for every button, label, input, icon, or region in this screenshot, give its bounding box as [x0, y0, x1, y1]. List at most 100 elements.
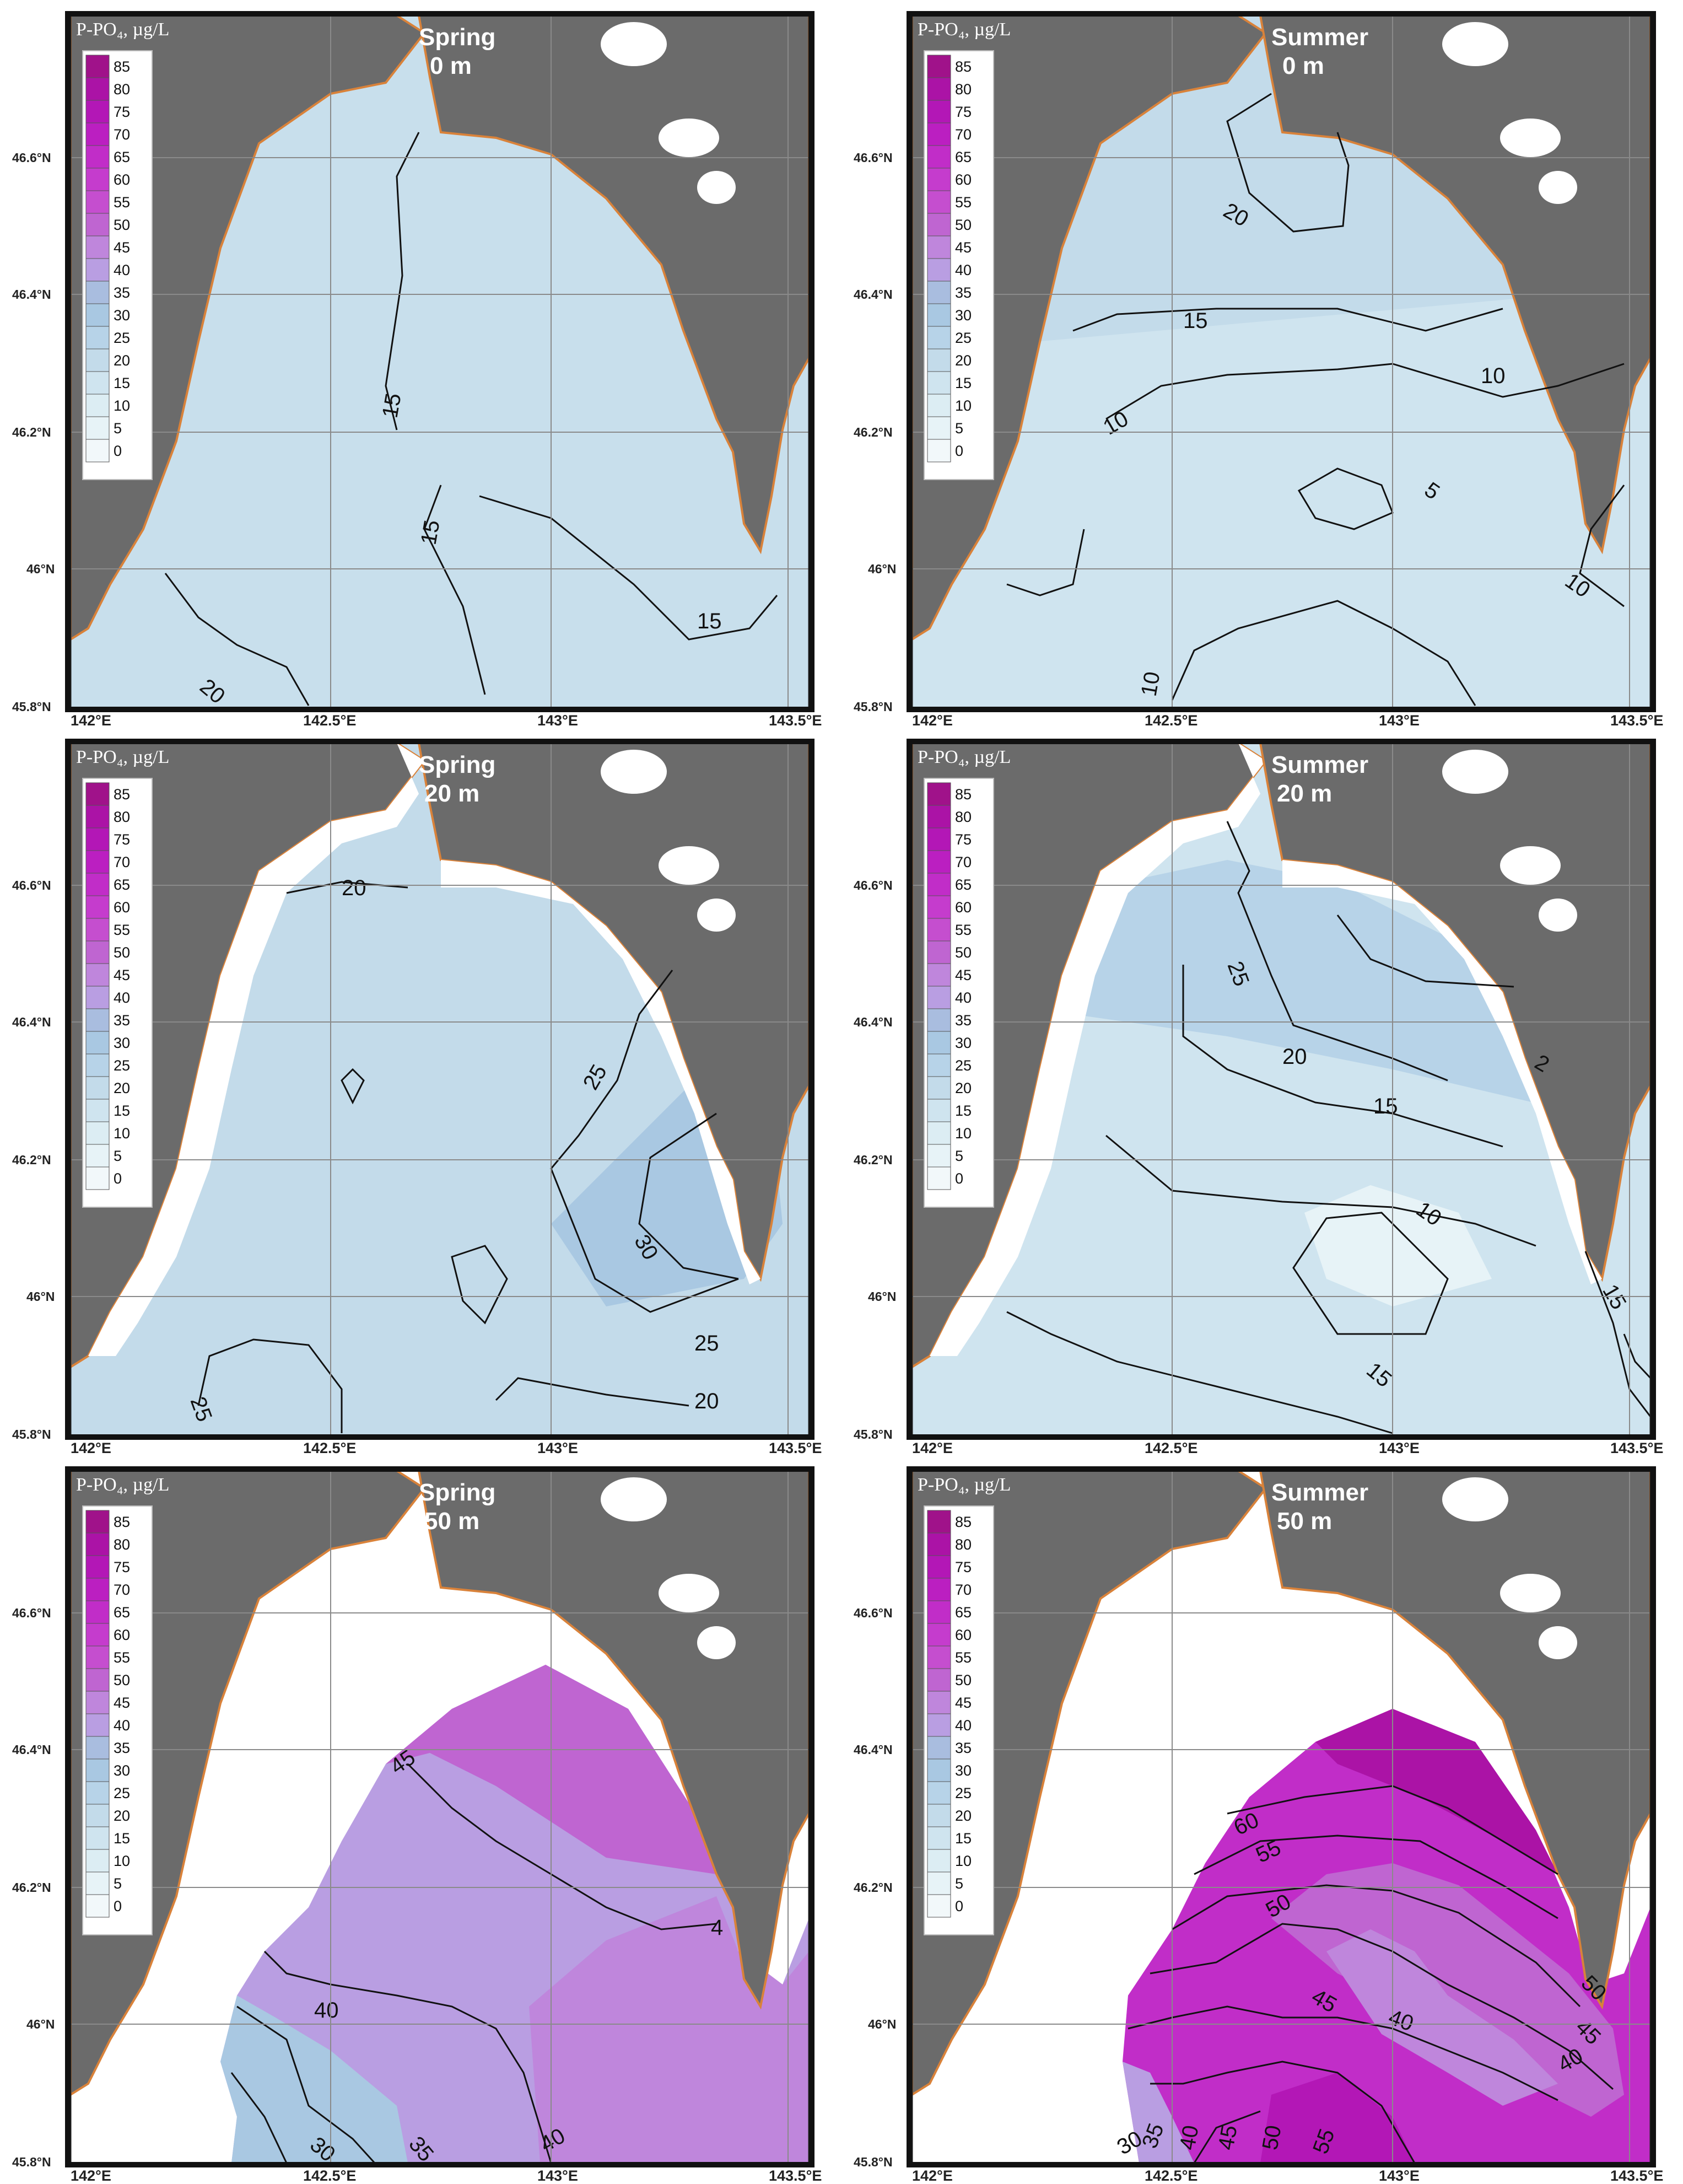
legend-label: 70 [114, 854, 130, 870]
contour-label: 15 [1183, 309, 1208, 333]
lat-label: 45.8°N [854, 1427, 893, 1441]
legend-swatch [85, 122, 110, 146]
legend-label: 65 [955, 1604, 972, 1621]
legend-swatch [85, 1645, 110, 1669]
legend-swatch [85, 895, 110, 919]
legend-swatch [85, 326, 110, 349]
map-panel-spring-50m: 45 40 4 30 35 40 46.6°N 46.4°N 46.2°N 46… [0, 1455, 842, 2183]
lon-label: 142.5°E [1145, 712, 1197, 728]
legend-swatch [85, 1871, 110, 1895]
island-1 [601, 22, 667, 66]
legend-label: 60 [955, 1627, 972, 1643]
legend-label: 45 [955, 1695, 972, 1711]
color-legend: P-PO₄, µg/L 8580757065605550454035302520… [918, 19, 1011, 480]
legend-swatch [85, 1849, 110, 1873]
legend-swatch [927, 1031, 951, 1055]
island-2 [659, 119, 719, 157]
legend-swatch [927, 873, 951, 896]
legend-label: 75 [955, 1559, 972, 1575]
legend-swatch [85, 303, 110, 327]
legend-swatch [927, 895, 951, 919]
legend-swatch [927, 168, 951, 191]
legend-swatch [85, 1623, 110, 1647]
legend-swatch [927, 1849, 951, 1873]
lon-label: 143.5°E [769, 1440, 822, 1455]
legend-label: 45 [955, 239, 972, 256]
legend-label: 10 [955, 397, 972, 414]
legend-label: 30 [955, 307, 972, 324]
legend-swatch [85, 940, 110, 964]
legend-swatch [927, 1008, 951, 1032]
legend-swatch [927, 1871, 951, 1895]
legend-swatch [85, 348, 110, 372]
legend-label: 50 [955, 1672, 972, 1688]
legend-label: 45 [955, 967, 972, 983]
legend-swatch [85, 1532, 110, 1556]
panel-season: Summer [1271, 1479, 1368, 1506]
contour-label: 15 [417, 518, 445, 546]
contour-label: 40 [1175, 2123, 1204, 2151]
legend-label: 80 [114, 81, 130, 98]
legend-label: 10 [114, 1853, 130, 1869]
legend-swatch [927, 371, 951, 395]
legend-label: 80 [114, 809, 130, 825]
legend-swatch [927, 918, 951, 942]
legend-swatch [85, 1166, 110, 1190]
lon-label: 142°E [71, 2167, 111, 2183]
legend-swatch [85, 1555, 110, 1579]
lon-label: 142°E [71, 1440, 111, 1455]
legend-label: 0 [114, 1170, 122, 1187]
lon-label: 143°E [1379, 2167, 1420, 2183]
legend-label: 0 [955, 1898, 963, 1914]
panel-depth: 50 m [424, 1508, 479, 1535]
legend-swatch [927, 1099, 951, 1122]
legend-swatch [927, 258, 951, 282]
legend-label: 25 [114, 330, 130, 346]
legend-label: 45 [114, 1695, 130, 1711]
legend-label: 5 [114, 1875, 122, 1892]
legend-swatch [927, 850, 951, 874]
legend-swatch [85, 258, 110, 282]
legend-label: 15 [114, 375, 130, 391]
legend-swatch [927, 303, 951, 327]
lat-label: 46°N [868, 2017, 896, 2031]
legend-swatch [927, 805, 951, 829]
legend-swatch [927, 439, 951, 462]
lat-label: 45.8°N [12, 700, 51, 714]
legend-label: 10 [114, 397, 130, 414]
legend-swatch [85, 1668, 110, 1692]
legend-label: 30 [955, 1762, 972, 1779]
legend-label: 65 [955, 149, 972, 165]
legend-label: 75 [114, 104, 130, 120]
legend-label: 20 [114, 352, 130, 369]
legend-label: 0 [114, 443, 122, 459]
legend-swatch [927, 1781, 951, 1805]
legend-label: 70 [114, 1581, 130, 1598]
contour-label: 15 [697, 609, 722, 633]
panel-depth: 0 m [430, 52, 472, 79]
color-legend: P-PO₄, µg/L 8580757065605550454035302520… [918, 747, 1011, 1208]
lat-label: 46.6°N [854, 1606, 893, 1620]
legend-label: 10 [114, 1125, 130, 1142]
legend-swatch [85, 1099, 110, 1122]
legend-label: 55 [955, 922, 972, 938]
lat-label: 45.8°N [854, 700, 893, 714]
lat-label: 46.6°N [854, 878, 893, 892]
legend-label: 15 [955, 375, 972, 391]
legend-swatch [927, 348, 951, 372]
contour-label: 10 [1481, 364, 1506, 388]
legend-label: 50 [114, 944, 130, 961]
legend-swatch [927, 145, 951, 169]
lat-label: 45.8°N [12, 1427, 51, 1441]
lat-label: 46.2°N [12, 1153, 51, 1167]
legend-swatch [85, 416, 110, 440]
legend-swatch [85, 827, 110, 851]
legend-label: 60 [114, 899, 130, 916]
legend-swatch [927, 1121, 951, 1145]
legend-swatch [85, 394, 110, 417]
legend-label: 60 [114, 1627, 130, 1643]
legend-label: 70 [955, 854, 972, 870]
lon-label: 143°E [1379, 712, 1420, 728]
legend-label: 35 [955, 1012, 972, 1029]
legend-swatch [927, 1578, 951, 1601]
